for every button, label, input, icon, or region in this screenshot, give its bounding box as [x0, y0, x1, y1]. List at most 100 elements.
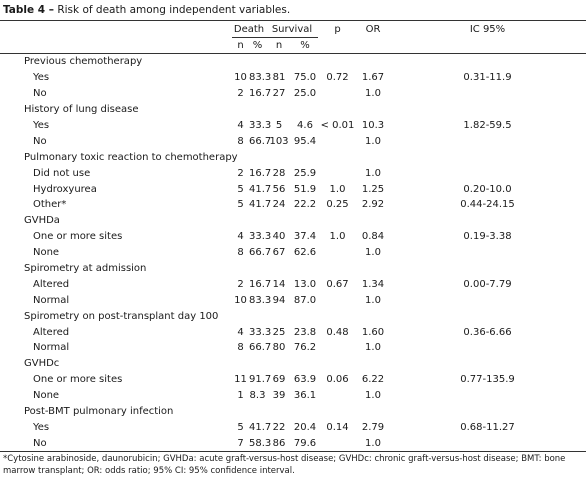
p-value-cell — [318, 292, 357, 308]
confidence-interval-cell — [389, 213, 586, 229]
header-p: p — [318, 20, 357, 38]
death-n-cell — [232, 404, 249, 420]
confidence-interval-cell — [389, 86, 586, 102]
confidence-interval-cell — [389, 54, 586, 70]
death-pct-cell — [249, 356, 266, 372]
survival-pct-cell — [292, 213, 318, 229]
death-pct-cell: 41.7 — [249, 421, 272, 433]
p-value-cell — [318, 261, 357, 277]
table-body: Death Survival p OR IC 95% n % n % Previ… — [0, 20, 586, 453]
confidence-interval-cell: 0.19-3.38 — [463, 231, 512, 243]
p-value-cell — [318, 86, 357, 102]
table-row: None 1 8.3 39 36.1 1.0 — [0, 388, 586, 404]
death-n-cell: 4 — [237, 231, 244, 243]
confidence-interval-cell — [389, 102, 586, 118]
p-value-cell — [318, 102, 357, 118]
p-value-cell — [318, 213, 357, 229]
odds-ratio-cell: 10.3 — [361, 120, 385, 131]
category-label: Post-BMT pulmonary infection — [24, 406, 174, 418]
category-row: History of lung disease — [0, 102, 586, 118]
death-n-cell: 10 — [234, 72, 247, 84]
death-pct-cell — [249, 54, 266, 70]
survival-n-cell: 28 — [272, 167, 286, 179]
p-value-cell: 1.0 — [329, 183, 346, 195]
category-label: Pulmonary toxic reaction to chemotherapy — [24, 151, 238, 163]
odds-ratio-cell: 1.0 — [365, 167, 381, 179]
survival-pct-cell — [292, 102, 318, 118]
confidence-interval-cell: 0.20-10.0 — [463, 183, 512, 195]
death-pct-cell: 33.3 — [249, 231, 272, 243]
p-value-cell — [318, 356, 357, 372]
row-label: Did not use — [33, 167, 91, 179]
survival-pct-cell: 4.6 — [297, 120, 313, 131]
row-label: Altered — [33, 278, 70, 290]
death-n-cell: 4 — [237, 120, 244, 131]
odds-ratio-cell: 1.0 — [365, 294, 381, 306]
survival-n-cell: 80 — [272, 342, 286, 354]
survival-n-cell: 94 — [272, 294, 286, 306]
survival-n-cell: 103 — [269, 135, 289, 147]
table-row: No 8 66.7 103 95.4 1.0 — [0, 133, 586, 149]
p-value-cell: 0.25 — [326, 199, 349, 211]
header-row-2: n % n % — [0, 37, 586, 54]
survival-pct-cell: 23.8 — [293, 326, 317, 338]
survival-pct-cell: 51.9 — [293, 183, 317, 195]
death-pct-cell — [249, 149, 266, 165]
survival-n-cell: 86 — [266, 435, 292, 453]
confidence-interval-cell — [389, 308, 586, 324]
death-n-cell — [232, 308, 249, 324]
header-survival-pct: % — [292, 37, 318, 54]
table-row: Did not use 2 16.7 28 25.9 1.0 — [0, 165, 586, 181]
header-death-pct: % — [249, 37, 266, 54]
death-n-cell — [232, 356, 249, 372]
death-n-cell — [232, 102, 249, 118]
survival-n-cell: 81 — [272, 72, 286, 84]
confidence-interval-cell — [389, 261, 586, 277]
odds-ratio-cell — [357, 261, 389, 277]
row-label: No — [33, 88, 47, 100]
confidence-interval-cell: 1.82-59.5 — [463, 120, 512, 131]
table-row: Altered 4 33.3 25 23.8 0.48 1.60 0.36-6.66 — [0, 324, 586, 340]
p-value-cell — [318, 149, 357, 165]
row-label: Altered — [33, 326, 70, 338]
header-ic: IC 95% — [389, 20, 586, 38]
risk-table: Death Survival p OR IC 95% n % n % Previ… — [0, 20, 586, 453]
survival-pct-cell — [292, 356, 318, 372]
death-n-cell: 8 — [237, 342, 244, 354]
death-pct-cell — [249, 213, 266, 229]
row-label: Normal — [33, 342, 70, 354]
category-label: GVHDa — [24, 215, 60, 227]
survival-n-cell — [266, 308, 292, 324]
confidence-interval-cell — [389, 356, 586, 372]
odds-ratio-cell — [357, 213, 389, 229]
confidence-interval-cell — [389, 435, 586, 453]
survival-n-cell: 25 — [272, 326, 286, 338]
table-row: Yes 10 83.3 81 75.0 0.72 1.67 0.31-11.9 — [0, 70, 586, 86]
table-row: No 2 16.7 27 25.0 1.0 — [0, 86, 586, 102]
death-n-cell: 8 — [237, 135, 244, 147]
survival-pct-cell — [292, 404, 318, 420]
confidence-interval-cell — [389, 245, 586, 261]
p-value-cell: 0.72 — [326, 72, 349, 84]
survival-n-cell — [266, 102, 292, 118]
p-value-cell — [318, 404, 357, 420]
death-n-cell: 4 — [237, 326, 244, 338]
death-pct-cell — [249, 102, 266, 118]
death-pct-cell: 83.3 — [249, 72, 272, 84]
table-row: Yes 4 33.3 5 4.6 < 0.01 10.3 1.82-59.5 — [0, 118, 586, 134]
survival-pct-cell — [292, 261, 318, 277]
category-label: Previous chemotherapy — [24, 56, 143, 68]
confidence-interval-cell: 0.44-24.15 — [460, 199, 515, 211]
survival-n-cell — [266, 54, 292, 70]
odds-ratio-cell — [357, 356, 389, 372]
odds-ratio-cell: 1.0 — [365, 135, 381, 147]
p-value-cell: 0.14 — [326, 421, 349, 433]
row-label: One or more sites — [33, 374, 123, 386]
p-value-cell — [318, 54, 357, 70]
header-row-1: Death Survival p OR IC 95% — [0, 20, 586, 38]
table-row: Hydroxyurea 5 41.7 56 51.9 1.0 1.25 0.20-10.0 — [0, 181, 586, 197]
death-pct-cell: 33.3 — [249, 120, 272, 131]
death-n-cell — [232, 261, 249, 277]
row-label: Normal — [33, 294, 70, 306]
table-row: One or more sites 4 33.3 40 37.4 1.0 0.84 0.19-… — [0, 229, 586, 245]
